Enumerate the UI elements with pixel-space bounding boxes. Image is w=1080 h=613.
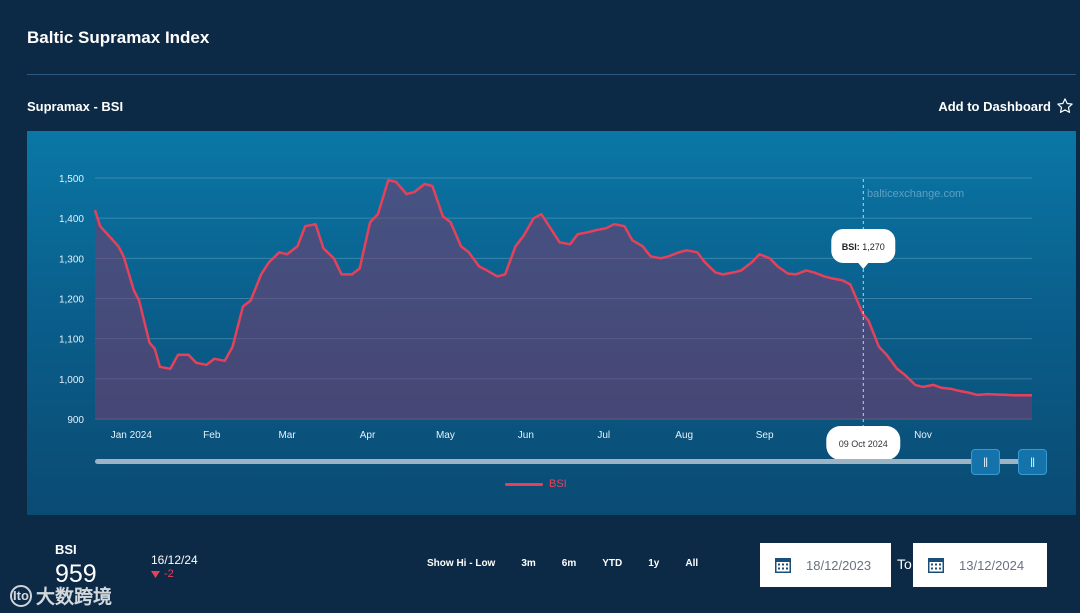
add-to-dashboard-button[interactable]: Add to Dashboard xyxy=(938,97,1074,115)
x-tick-label: Apr xyxy=(360,430,376,441)
summary-label: BSI xyxy=(55,542,77,557)
date-tooltip-box xyxy=(826,426,901,460)
chart-panel[interactable]: balticexchange.com 900 1,000 1,100 1,200 1,3… xyxy=(27,131,1076,515)
y-tick-label: 1,100 xyxy=(59,335,84,346)
summary-value: 959 xyxy=(55,560,97,588)
legend-swatch xyxy=(505,482,543,486)
legend-label: BSI xyxy=(549,478,567,490)
series-area xyxy=(95,180,1032,419)
summary-bar xyxy=(0,515,1080,613)
range-3m-button[interactable]: 3m xyxy=(521,558,536,569)
tooltip-pointer xyxy=(858,263,869,269)
bsi-chart[interactable]: 900 1,000 1,100 1,200 1,300 1,400 1,500 Jan 202… xyxy=(27,131,1076,515)
corner-watermark: Ito 大数跨境 xyxy=(10,582,112,609)
x-tick-label: Feb xyxy=(203,430,221,441)
range-6m-button[interactable]: 6m xyxy=(561,558,577,569)
corner-logo: Ito xyxy=(10,584,32,607)
change-date: 16/12/24 xyxy=(151,553,198,567)
date-tooltip-text: 09 Oct 2024 xyxy=(839,439,888,449)
section-title: Supramax - BSI xyxy=(27,99,124,114)
y-tick-label: 1,500 xyxy=(59,174,84,185)
x-tick-label: Nov xyxy=(914,430,932,441)
series-line xyxy=(93,178,1032,397)
page-title: Baltic Supramax Index xyxy=(27,28,210,47)
range-all-button[interactable]: All xyxy=(685,558,699,569)
date-to-label: To xyxy=(897,556,912,572)
range-handle-left[interactable]: ‖ xyxy=(971,449,1000,475)
range-handle-right[interactable]: ‖ xyxy=(1018,449,1047,475)
y-tick-label: 1,400 xyxy=(59,214,84,225)
tooltip-series-label: BSI: xyxy=(842,242,863,252)
triangle-down-icon xyxy=(151,570,160,578)
y-tick-label: 1,200 xyxy=(59,295,84,306)
x-tick-label: Jun xyxy=(518,430,534,441)
add-to-dashboard-label: Add to Dashboard xyxy=(938,98,1051,114)
date-to-input[interactable]: 13/12/2024 xyxy=(913,543,1047,587)
chart-legend[interactable]: BSI xyxy=(505,478,567,490)
tooltip-value: 1,270 xyxy=(862,242,885,252)
y-tick-label: 1,300 xyxy=(59,254,84,265)
tooltip-text: BSI: 1,270 xyxy=(842,242,885,252)
x-tick-label: Jul xyxy=(597,430,610,441)
change-amount: -2 xyxy=(164,568,174,580)
date-from-value: 18/12/2023 xyxy=(806,557,872,573)
show-hi-low-button[interactable]: Show Hi - Low xyxy=(427,558,496,569)
change-value: -2 xyxy=(151,568,174,580)
star-icon xyxy=(1057,98,1073,113)
x-tick-label: May xyxy=(436,430,455,441)
calendar-icon xyxy=(928,558,944,573)
date-to-value: 13/12/2024 xyxy=(959,557,1025,573)
range-scrollbar[interactable] xyxy=(95,459,1035,464)
tooltip-box xyxy=(831,229,896,263)
corner-text: 大数跨境 xyxy=(36,587,113,608)
range-1y-button[interactable]: 1y xyxy=(648,558,660,569)
range-buttons: Show Hi - Low 3m 6m YTD 1y All xyxy=(427,558,698,569)
title-divider xyxy=(27,74,1076,75)
x-tick-label: Jan 2024 xyxy=(111,430,153,441)
x-tick-label: Sep xyxy=(756,430,774,441)
calendar-icon xyxy=(775,558,791,573)
range-ytd-button[interactable]: YTD xyxy=(602,558,623,569)
x-tick-label: Aug xyxy=(675,430,693,441)
x-tick-label: Mar xyxy=(278,430,296,441)
watermark-text: balticexchange.com xyxy=(867,188,965,200)
date-from-input[interactable]: 18/12/2023 xyxy=(760,543,891,587)
y-tick-label: 900 xyxy=(67,415,84,426)
y-tick-label: 1,000 xyxy=(59,375,84,386)
